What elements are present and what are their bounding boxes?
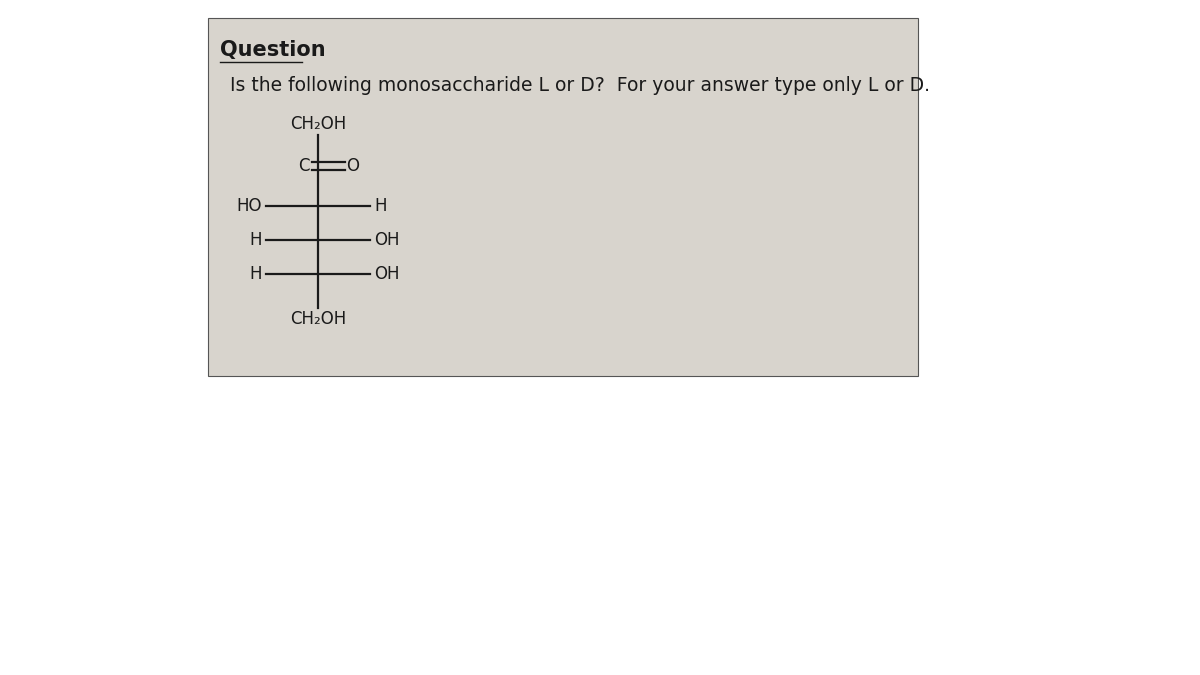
Text: Question: Question xyxy=(220,40,325,60)
Text: CH₂OH: CH₂OH xyxy=(290,310,346,328)
Text: Is the following monosaccharide L or D?  For your answer type only L or D.: Is the following monosaccharide L or D? … xyxy=(230,76,930,95)
Text: H: H xyxy=(374,197,386,215)
Text: O: O xyxy=(346,157,359,175)
Text: OH: OH xyxy=(374,265,400,283)
Text: OH: OH xyxy=(374,231,400,249)
Bar xyxy=(208,18,918,376)
Text: HO: HO xyxy=(236,197,262,215)
Text: H: H xyxy=(250,265,262,283)
Text: H: H xyxy=(250,231,262,249)
Text: C: C xyxy=(299,157,310,175)
Text: CH₂OH: CH₂OH xyxy=(290,115,346,133)
